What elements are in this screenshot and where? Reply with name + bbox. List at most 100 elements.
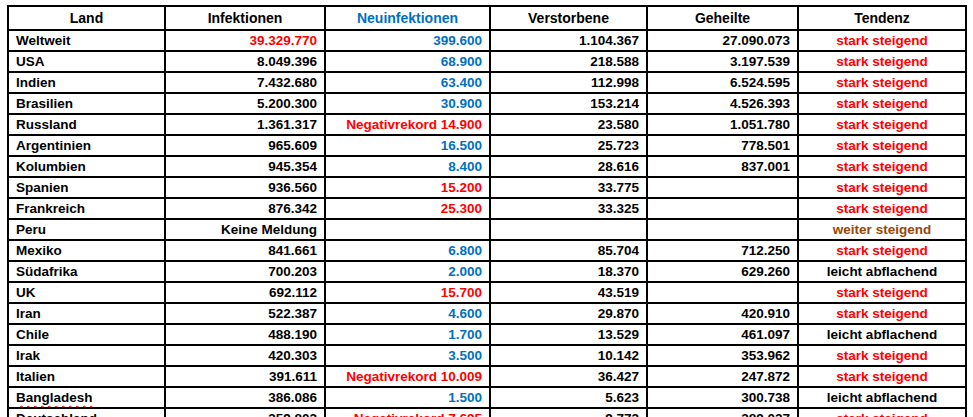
cell-neuinfektionen[interactable]: 25.300 [325,198,490,219]
cell-land[interactable]: Iran [8,303,165,324]
cell-verstorbene[interactable]: 43.519 [490,282,647,303]
cell-tendenz[interactable]: stark steigend [798,177,966,198]
cell-neuinfektionen[interactable]: 1.500 [325,387,490,408]
cell-neuinfektionen[interactable]: 15.700 [325,282,490,303]
cell-tendenz[interactable]: weiter steigend [798,219,966,240]
cell-land[interactable]: Russland [8,114,165,135]
cell-verstorbene[interactable]: 85.704 [490,240,647,261]
cell-geheilte[interactable]: 353.962 [647,345,798,366]
cell-land[interactable]: Irak [8,345,165,366]
cell-verstorbene[interactable]: 33.775 [490,177,647,198]
cell-verstorbene[interactable]: 9.773 [490,408,647,417]
cell-geheilte[interactable] [647,177,798,198]
cell-geheilte[interactable] [647,282,798,303]
cell-geheilte[interactable]: 247.872 [647,366,798,387]
cell-verstorbene[interactable]: 18.370 [490,261,647,282]
header-geheilte[interactable]: Geheilte [647,6,798,30]
cell-neuinfektionen[interactable]: 6.800 [325,240,490,261]
cell-neuinfektionen[interactable]: 1.700 [325,324,490,345]
cell-land[interactable]: Argentinien [8,135,165,156]
cell-neuinfektionen[interactable]: 3.500 [325,345,490,366]
cell-geheilte[interactable]: 837.001 [647,156,798,177]
cell-verstorbene[interactable]: 36.427 [490,366,647,387]
cell-geheilte[interactable]: 461.097 [647,324,798,345]
cell-land[interactable]: Deutschland [8,408,165,417]
cell-verstorbene[interactable]: 33.325 [490,198,647,219]
cell-tendenz[interactable]: stark steigend [798,198,966,219]
cell-land[interactable]: Chile [8,324,165,345]
cell-tendenz[interactable]: stark steigend [798,303,966,324]
cell-geheilte[interactable] [647,219,798,240]
cell-land[interactable]: Südafrika [8,261,165,282]
cell-neuinfektionen[interactable]: 8.400 [325,156,490,177]
cell-land[interactable]: UK [8,282,165,303]
cell-verstorbene[interactable]: 1.104.367 [490,30,647,51]
cell-land[interactable]: Kolumbien [8,156,165,177]
cell-neuinfektionen[interactable]: Negativrekord 10.009 [325,366,490,387]
cell-tendenz[interactable]: stark steigend [798,156,966,177]
cell-geheilte[interactable]: 6.524.595 [647,72,798,93]
cell-verstorbene[interactable]: 28.616 [490,156,647,177]
cell-land[interactable]: Peru [8,219,165,240]
cell-land[interactable]: Brasilien [8,93,165,114]
cell-neuinfektionen[interactable]: 399.600 [325,30,490,51]
cell-geheilte[interactable]: 712.250 [647,240,798,261]
cell-infektionen[interactable]: 39.329.770 [165,30,325,51]
header-neuinfektionen[interactable]: Neuinfektionen [325,6,490,30]
cell-verstorbene[interactable]: 5.623 [490,387,647,408]
cell-infektionen[interactable]: 700.203 [165,261,325,282]
cell-verstorbene[interactable]: 13.529 [490,324,647,345]
cell-infektionen[interactable]: 945.354 [165,156,325,177]
cell-tendenz[interactable]: leicht abflachend [798,387,966,408]
cell-land[interactable]: USA [8,51,165,72]
cell-tendenz[interactable]: leicht abflachend [798,261,966,282]
cell-verstorbene[interactable] [490,219,647,240]
cell-neuinfektionen[interactable]: Negativrekord 7.695 [325,408,490,417]
cell-geheilte[interactable]: 300.738 [647,387,798,408]
cell-infektionen[interactable]: 965.609 [165,135,325,156]
cell-geheilte[interactable]: 629.260 [647,261,798,282]
cell-land[interactable]: Weltweit [8,30,165,51]
cell-land[interactable]: Spanien [8,177,165,198]
cell-tendenz[interactable]: stark steigend [798,30,966,51]
cell-geheilte[interactable]: 4.526.393 [647,93,798,114]
cell-infektionen[interactable]: 420.303 [165,345,325,366]
header-verstorbene[interactable]: Verstorbene [490,6,647,30]
cell-verstorbene[interactable]: 10.142 [490,345,647,366]
cell-infektionen[interactable]: 386.086 [165,387,325,408]
cell-infektionen[interactable]: 692.112 [165,282,325,303]
cell-land[interactable]: Indien [8,72,165,93]
cell-geheilte[interactable]: 27.090.073 [647,30,798,51]
cell-infektionen[interactable]: 522.387 [165,303,325,324]
cell-infektionen[interactable]: 841.661 [165,240,325,261]
cell-infektionen[interactable]: 359.802 [165,408,325,417]
cell-tendenz[interactable]: stark steigend [798,135,966,156]
cell-geheilte[interactable]: 289.027 [647,408,798,417]
cell-infektionen[interactable]: 488.190 [165,324,325,345]
cell-neuinfektionen[interactable]: 68.900 [325,51,490,72]
header-land[interactable]: Land [8,6,165,30]
cell-neuinfektionen[interactable]: 16.500 [325,135,490,156]
cell-tendenz[interactable]: stark steigend [798,72,966,93]
cell-neuinfektionen[interactable]: 2.000 [325,261,490,282]
cell-infektionen[interactable]: 5.200.300 [165,93,325,114]
cell-neuinfektionen[interactable]: 30.900 [325,93,490,114]
cell-land[interactable]: Bangladesh [8,387,165,408]
cell-neuinfektionen[interactable]: 4.600 [325,303,490,324]
cell-geheilte[interactable]: 778.501 [647,135,798,156]
cell-infektionen[interactable]: 876.342 [165,198,325,219]
cell-neuinfektionen[interactable] [325,219,490,240]
cell-neuinfektionen[interactable]: 15.200 [325,177,490,198]
cell-tendenz[interactable]: stark steigend [798,114,966,135]
cell-tendenz[interactable]: stark steigend [798,93,966,114]
cell-tendenz[interactable]: stark steigend [798,408,966,417]
cell-verstorbene[interactable]: 29.870 [490,303,647,324]
cell-tendenz[interactable]: stark steigend [798,51,966,72]
cell-geheilte[interactable]: 1.051.780 [647,114,798,135]
cell-land[interactable]: Italien [8,366,165,387]
cell-geheilte[interactable]: 420.910 [647,303,798,324]
cell-tendenz[interactable]: stark steigend [798,345,966,366]
cell-geheilte[interactable] [647,198,798,219]
cell-verstorbene[interactable]: 153.214 [490,93,647,114]
cell-infektionen[interactable]: Keine Meldung [165,219,325,240]
